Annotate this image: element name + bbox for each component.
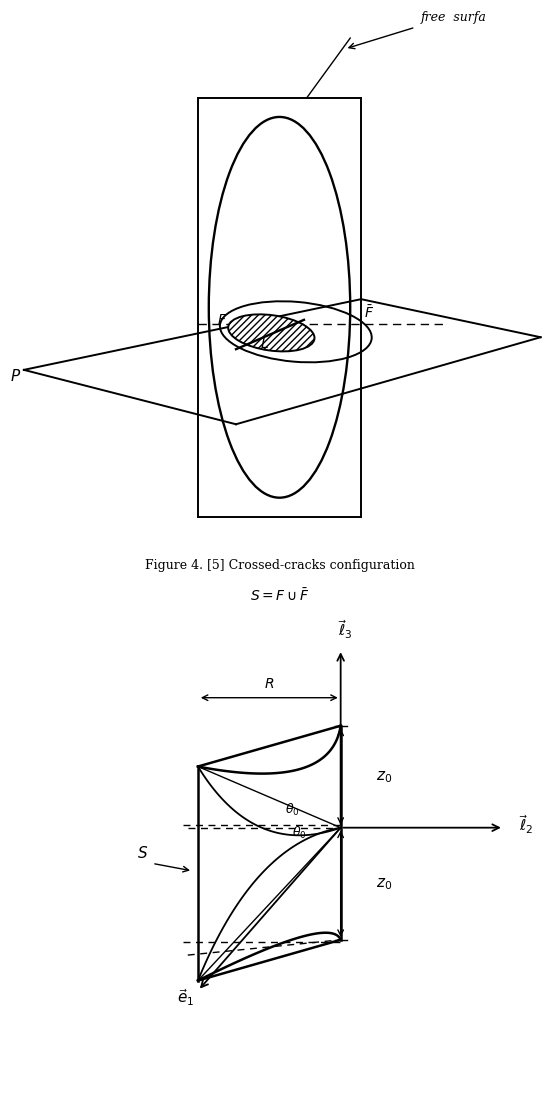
Ellipse shape (228, 315, 315, 351)
Text: $z_0$: $z_0$ (376, 876, 392, 892)
Text: $L$: $L$ (260, 337, 269, 351)
Text: $R$: $R$ (264, 677, 274, 690)
Text: $\theta_0$: $\theta_0$ (292, 824, 307, 841)
Text: $\vec{\ell}_2$: $\vec{\ell}_2$ (519, 813, 533, 837)
Text: $\vec{\ell}_3$: $\vec{\ell}_3$ (339, 618, 353, 642)
Text: $z_0$: $z_0$ (376, 769, 392, 784)
Text: $F$: $F$ (217, 312, 227, 327)
Text: $S = F \cup \bar{F}$: $S = F \cup \bar{F}$ (250, 587, 309, 604)
Text: $\theta_0$: $\theta_0$ (285, 801, 299, 818)
Text: $\bar{F}$: $\bar{F}$ (364, 305, 374, 321)
Text: $S$: $S$ (137, 845, 148, 861)
Text: Figure 4. [5] Crossed-cracks configuration: Figure 4. [5] Crossed-cracks configurati… (145, 560, 414, 572)
Text: $\vec{e}_1$: $\vec{e}_1$ (177, 987, 194, 1008)
Text: $P$: $P$ (10, 368, 21, 383)
Text: free  surfa: free surfa (421, 11, 487, 24)
